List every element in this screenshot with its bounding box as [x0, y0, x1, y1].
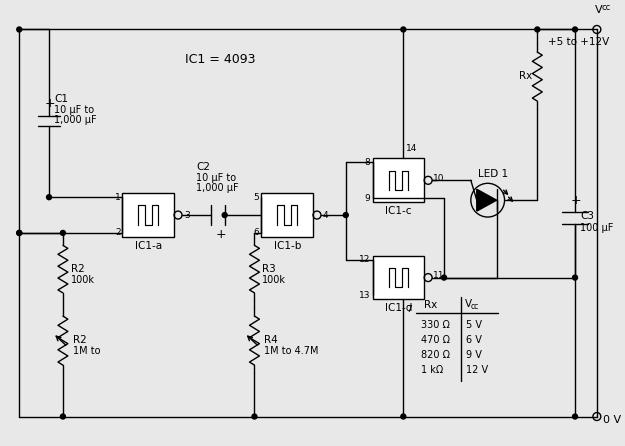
Text: 5: 5: [254, 193, 259, 202]
Text: cc: cc: [471, 302, 479, 311]
Circle shape: [222, 213, 227, 218]
Text: 2: 2: [115, 228, 121, 237]
Text: Rx: Rx: [424, 300, 438, 310]
Text: C3: C3: [580, 211, 594, 221]
Text: 1M to: 1M to: [73, 346, 101, 356]
FancyBboxPatch shape: [122, 193, 174, 237]
Circle shape: [61, 231, 66, 235]
Text: IC1-d: IC1-d: [384, 303, 412, 314]
Text: 1M to 4.7M: 1M to 4.7M: [264, 346, 319, 356]
Circle shape: [17, 231, 22, 235]
Circle shape: [17, 231, 22, 235]
Text: R2: R2: [71, 264, 84, 274]
Text: 8: 8: [365, 158, 371, 167]
Text: 5 V: 5 V: [466, 320, 482, 330]
Text: 14: 14: [406, 144, 418, 153]
Text: 6 V: 6 V: [466, 335, 482, 345]
Text: C1: C1: [54, 94, 68, 104]
Text: IC1-a: IC1-a: [135, 241, 162, 251]
Text: 0 V: 0 V: [603, 414, 621, 425]
Text: 1,000 μF: 1,000 μF: [54, 115, 97, 125]
Text: 330 Ω: 330 Ω: [421, 320, 450, 330]
Text: 100k: 100k: [262, 275, 286, 285]
Circle shape: [441, 275, 446, 280]
Text: 7: 7: [406, 305, 412, 314]
Text: cc: cc: [602, 3, 611, 12]
Text: Rx: Rx: [519, 71, 532, 81]
Text: 6: 6: [254, 228, 259, 237]
Circle shape: [401, 414, 406, 419]
Text: IC1-c: IC1-c: [385, 206, 412, 216]
Text: V: V: [465, 299, 472, 310]
Circle shape: [572, 414, 578, 419]
Text: 12 V: 12 V: [466, 365, 488, 375]
Text: 1,000 μF: 1,000 μF: [196, 183, 239, 193]
FancyBboxPatch shape: [372, 256, 424, 299]
Text: C2: C2: [196, 162, 210, 173]
Text: 470 Ω: 470 Ω: [421, 335, 450, 345]
Text: R2: R2: [73, 335, 87, 345]
Circle shape: [572, 275, 578, 280]
Circle shape: [61, 414, 66, 419]
Text: 3: 3: [184, 211, 190, 219]
Text: +: +: [45, 97, 56, 111]
Text: 4: 4: [323, 211, 329, 219]
Polygon shape: [477, 189, 497, 211]
Text: +5 to +12V: +5 to +12V: [548, 37, 609, 47]
Text: 1: 1: [115, 193, 121, 202]
Text: 11: 11: [433, 271, 444, 280]
Text: 10 μF to: 10 μF to: [196, 173, 236, 183]
Text: 10: 10: [433, 174, 444, 183]
Text: +: +: [216, 228, 226, 241]
Text: 100k: 100k: [71, 275, 95, 285]
Text: 13: 13: [359, 291, 371, 300]
FancyBboxPatch shape: [261, 193, 313, 237]
Circle shape: [46, 195, 51, 200]
Circle shape: [535, 27, 540, 32]
Circle shape: [343, 213, 348, 218]
Text: V: V: [595, 4, 602, 15]
Text: R3: R3: [262, 264, 276, 274]
Circle shape: [401, 27, 406, 32]
Text: IC1 = 4093: IC1 = 4093: [185, 53, 256, 66]
Text: LED 1: LED 1: [478, 169, 508, 179]
Circle shape: [572, 27, 578, 32]
Circle shape: [17, 27, 22, 32]
Text: 9 V: 9 V: [466, 350, 482, 360]
Text: IC1-b: IC1-b: [274, 241, 301, 251]
Text: 10 μF to: 10 μF to: [54, 105, 94, 115]
Text: 12: 12: [359, 255, 371, 264]
Text: +: +: [571, 194, 582, 206]
Text: 9: 9: [365, 194, 371, 202]
Text: R4: R4: [264, 335, 278, 345]
Text: 820 Ω: 820 Ω: [421, 350, 450, 360]
FancyBboxPatch shape: [372, 158, 424, 202]
Circle shape: [252, 414, 257, 419]
Text: 1 kΩ: 1 kΩ: [421, 365, 444, 375]
Text: 100 μF: 100 μF: [580, 223, 613, 233]
